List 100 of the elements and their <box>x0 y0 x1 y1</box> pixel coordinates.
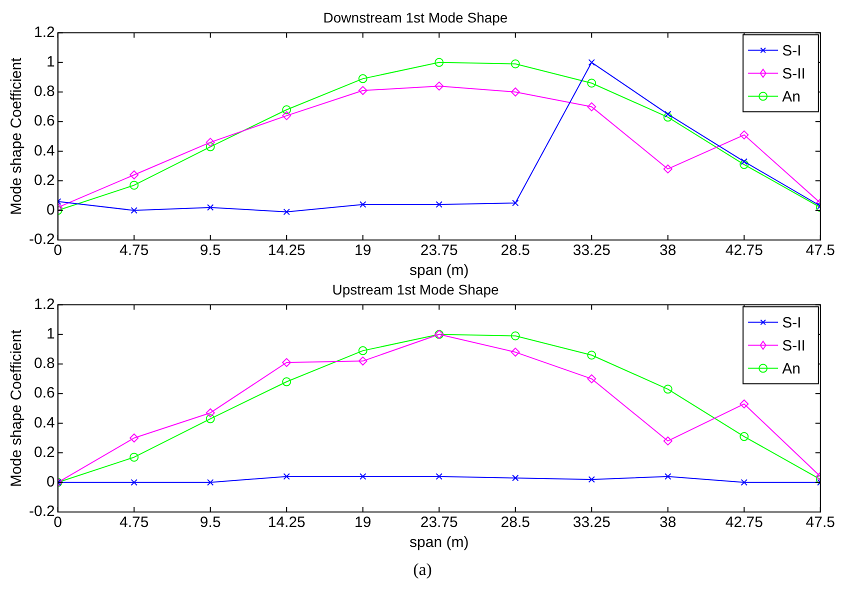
y-axis-title: Mode shape Coefficient <box>8 328 26 488</box>
point <box>130 180 139 190</box>
point <box>434 58 444 67</box>
y-tick-label: 0 <box>46 202 55 219</box>
x-tick-label: 19 <box>354 514 372 532</box>
point <box>512 474 519 482</box>
point <box>283 473 290 480</box>
y-tick-label: 1 <box>46 326 55 343</box>
x-tick-label: 14.25 <box>268 514 306 532</box>
y-tick-label: 1.2 <box>34 296 55 313</box>
legend-label: S-II <box>782 65 806 82</box>
x-tick-label: 47.5 <box>806 514 836 532</box>
y-tick-label: 0.4 <box>34 142 55 160</box>
point <box>510 331 520 340</box>
point <box>130 452 139 462</box>
y-tick-label: -0.2 <box>28 231 55 248</box>
point <box>360 201 366 208</box>
text: (a) <box>412 560 433 580</box>
point <box>436 201 442 208</box>
y-tick-label: 0.2 <box>34 444 55 461</box>
legend-label: An <box>782 88 800 106</box>
point <box>207 479 214 486</box>
point <box>510 59 520 68</box>
x-tick-label: 42.75 <box>725 242 763 260</box>
point <box>664 473 672 480</box>
x-tick-label: 38 <box>660 242 676 260</box>
x-tick-label: 4.75 <box>120 514 149 532</box>
point <box>510 348 520 357</box>
point <box>283 208 290 216</box>
x-tick-label: 33.25 <box>572 242 610 260</box>
point <box>587 374 596 384</box>
y-tick-label: 0 <box>46 474 55 491</box>
point <box>512 200 519 206</box>
point <box>130 434 139 442</box>
point <box>740 160 749 170</box>
point <box>663 384 672 394</box>
point <box>358 86 368 96</box>
point <box>282 377 292 386</box>
x-tick-label: 19 <box>354 242 372 260</box>
point <box>588 59 595 66</box>
point <box>587 350 596 360</box>
x-tick-label: 23.75 <box>420 242 458 260</box>
chart-title: Upstream 1st Mode Shape <box>332 281 499 298</box>
x-axis-title: span (m) <box>410 534 469 552</box>
y-tick-label: 1.2 <box>34 24 55 41</box>
y-tick-label: 0.6 <box>34 384 55 402</box>
x-tick-label: 47.5 <box>806 242 836 260</box>
point <box>282 105 292 114</box>
y-tick-label: 0.4 <box>34 414 55 432</box>
point <box>206 142 215 152</box>
point <box>358 346 368 356</box>
x-tick-label: 28.5 <box>500 242 530 260</box>
point <box>282 358 292 368</box>
legend-label: An <box>782 360 800 378</box>
point <box>436 473 442 480</box>
legend-label: S-I <box>782 314 802 332</box>
point <box>663 436 672 446</box>
x-tick-label: 4.75 <box>120 242 149 260</box>
point <box>740 432 749 442</box>
point <box>206 138 215 147</box>
point <box>740 130 749 140</box>
y-tick-label: -0.2 <box>28 503 55 520</box>
x-tick-label: 28.5 <box>500 514 530 532</box>
point <box>206 414 215 424</box>
point <box>130 479 138 486</box>
point <box>740 399 749 408</box>
legend-label: S-II <box>782 337 806 354</box>
point <box>663 112 672 122</box>
point <box>588 476 595 483</box>
x-tick-label: 38 <box>660 514 676 532</box>
point <box>358 356 368 366</box>
y-tick-label: 0.6 <box>34 112 55 130</box>
point <box>207 204 214 211</box>
y-tick-label: 1 <box>46 54 55 71</box>
point <box>587 78 596 88</box>
x-tick-label: 9.5 <box>200 514 221 532</box>
x-tick-label: 33.25 <box>572 514 610 532</box>
y-tick-label: 0.8 <box>34 355 55 372</box>
point <box>663 164 672 174</box>
point <box>664 110 672 118</box>
y-tick-label: 0.8 <box>34 83 55 100</box>
chart-title: Downstream 1st Mode Shape <box>323 9 508 26</box>
y-tick-label: 0.2 <box>34 172 55 189</box>
point <box>434 82 444 91</box>
point <box>358 74 368 84</box>
y-axis-title: Mode shape Coefficient <box>8 56 26 216</box>
point <box>130 207 138 214</box>
point <box>587 102 596 112</box>
point <box>360 473 366 480</box>
x-tick-label: 14.25 <box>268 242 306 260</box>
point <box>130 170 139 180</box>
x-tick-label: 9.5 <box>200 242 221 260</box>
point <box>740 479 748 486</box>
point <box>282 111 292 120</box>
x-tick-label: 23.75 <box>420 514 458 532</box>
point <box>510 88 520 96</box>
x-axis-title: span (m) <box>410 262 469 280</box>
point <box>740 158 748 165</box>
legend-label: S-I <box>782 42 802 60</box>
point <box>206 408 215 418</box>
